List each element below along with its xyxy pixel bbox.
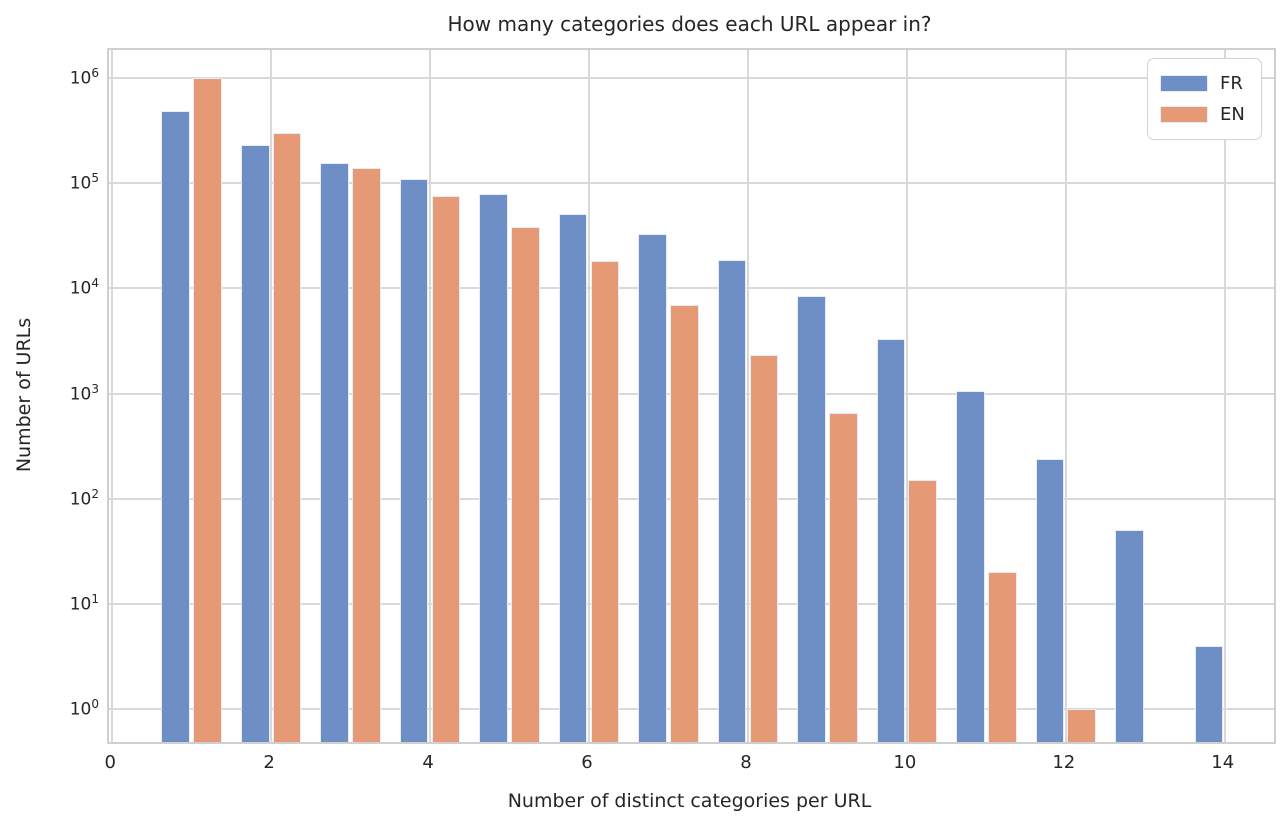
gridline-horizontal xyxy=(109,181,1274,184)
y-tick-label: 100 xyxy=(69,697,99,721)
bar-fr-5 xyxy=(479,194,508,742)
bar-fr-12 xyxy=(1035,458,1065,742)
legend-swatch-icon xyxy=(1160,75,1208,92)
x-tick-label: 12 xyxy=(1052,752,1076,773)
bar-en-5 xyxy=(511,227,540,742)
y-tick-label: 103 xyxy=(69,381,99,405)
bar-en-1 xyxy=(193,77,222,742)
gridline-horizontal xyxy=(109,76,1274,79)
bar-en-10 xyxy=(908,480,938,742)
x-tick-label: 0 xyxy=(104,752,116,773)
x-tick-label: 8 xyxy=(740,752,752,773)
bar-fr-10 xyxy=(876,338,906,742)
x-tick-label: 2 xyxy=(263,752,275,773)
x-axis-label: Number of distinct categories per URL xyxy=(507,790,872,812)
legend-item-fr: FR xyxy=(1148,68,1261,99)
y-tick-label: 101 xyxy=(69,592,99,615)
gridline-vertical xyxy=(1223,50,1226,742)
bar-fr-9 xyxy=(797,295,826,742)
legend: FR EN xyxy=(1147,58,1262,140)
gridline-vertical xyxy=(587,50,590,742)
bar-en-7 xyxy=(670,304,699,742)
bar-fr-4 xyxy=(399,178,429,742)
legend-swatch-icon xyxy=(1160,106,1208,123)
gridline-vertical xyxy=(905,50,908,742)
gridline-vertical xyxy=(111,50,114,742)
x-tick-label: 14 xyxy=(1211,752,1235,773)
bar-fr-1 xyxy=(161,111,191,742)
y-tick-label: 105 xyxy=(69,170,99,194)
bar-fr-6 xyxy=(558,213,588,742)
gridline-vertical xyxy=(270,50,273,742)
bar-en-6 xyxy=(590,261,620,742)
plot-area: FR EN xyxy=(107,48,1276,744)
bar-fr-11 xyxy=(956,391,985,742)
y-tick-label: 106 xyxy=(69,65,99,89)
y-tick-label: 104 xyxy=(69,276,99,299)
gridline-horizontal xyxy=(109,287,1274,290)
bar-en-11 xyxy=(987,572,1017,742)
gridline-vertical xyxy=(429,50,432,742)
bar-fr-3 xyxy=(320,162,349,742)
x-tick-label: 6 xyxy=(581,752,593,773)
x-tick-label: 10 xyxy=(893,752,917,773)
bar-en-8 xyxy=(749,355,779,742)
legend-label: FR xyxy=(1220,73,1243,94)
bar-fr-13 xyxy=(1115,530,1144,742)
bar-en-9 xyxy=(828,413,858,742)
bar-en-12 xyxy=(1067,709,1096,742)
y-tick-label: 102 xyxy=(69,486,99,510)
bar-fr-7 xyxy=(638,233,667,742)
bar-fr-8 xyxy=(717,260,747,742)
legend-item-en: EN xyxy=(1148,99,1261,130)
bar-fr-14 xyxy=(1194,645,1224,742)
bar-en-4 xyxy=(431,196,461,742)
gridline-vertical xyxy=(1064,50,1067,742)
y-axis-label: Number of URLs xyxy=(13,317,35,473)
chart-title: How many categories does each URL appear… xyxy=(447,12,932,36)
bar-en-2 xyxy=(272,132,302,742)
x-tick-label: 4 xyxy=(422,752,434,773)
legend-label: EN xyxy=(1220,104,1245,125)
bar-en-3 xyxy=(352,167,381,742)
bar-fr-2 xyxy=(240,144,270,742)
gridline-vertical xyxy=(746,50,749,742)
